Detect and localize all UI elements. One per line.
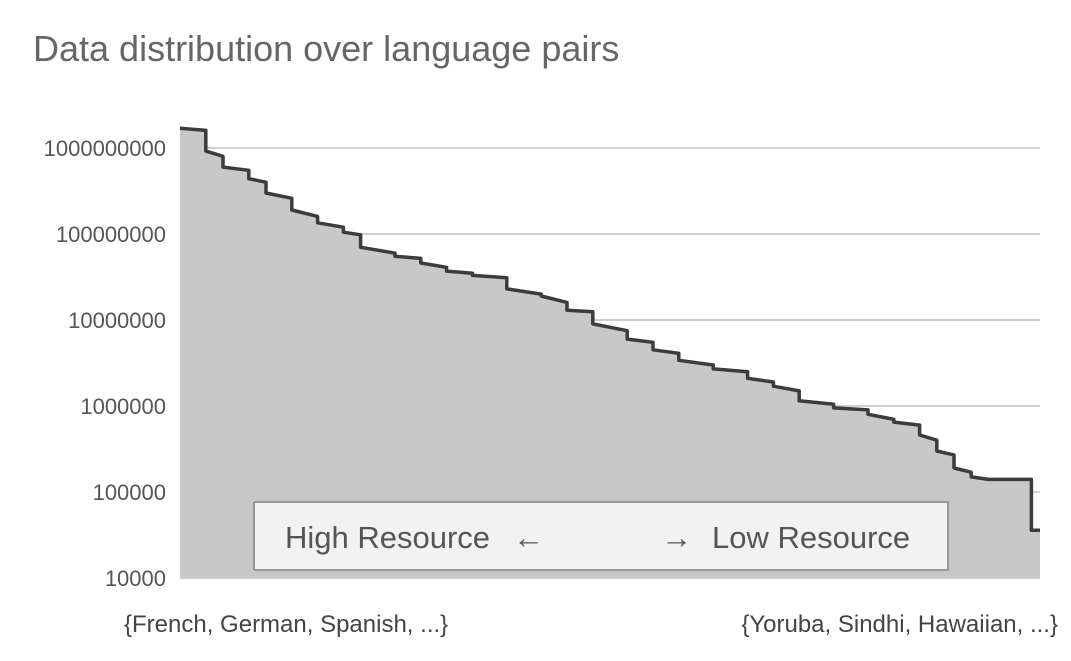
resource-annotation-box: High Resource ← → Low Resource bbox=[253, 501, 949, 571]
y-tick-label: 1000000000 bbox=[44, 136, 166, 161]
y-axis-tick-labels: 10000 100000 1000000 10000000 100000000 10000… bbox=[44, 136, 166, 591]
annotation-low-resource: Low Resource bbox=[712, 520, 910, 555]
chart-title: Data distribution over language pairs bbox=[33, 28, 620, 69]
x-category-label-low: {Yoruba, Sindhi, Hawaiian, ...} bbox=[741, 611, 1058, 638]
data-area bbox=[179, 126, 1040, 578]
y-tick-label: 100000 bbox=[93, 480, 166, 505]
y-tick-label: 10000000 bbox=[68, 308, 166, 333]
annotation-box bbox=[253, 501, 949, 571]
data-area-fill bbox=[180, 128, 1040, 578]
y-tick-label: 10000 bbox=[105, 566, 166, 591]
left-arrow-icon: ← bbox=[513, 520, 544, 555]
y-tick-label: 100000000 bbox=[56, 222, 166, 247]
y-tick-label: 1000000 bbox=[80, 394, 166, 419]
right-arrow-icon: → bbox=[661, 520, 692, 555]
x-category-label-high: {French, German, Spanish, ...} bbox=[124, 611, 448, 638]
data-line bbox=[179, 126, 1040, 532]
annotation-high-resource: High Resource bbox=[285, 520, 490, 555]
